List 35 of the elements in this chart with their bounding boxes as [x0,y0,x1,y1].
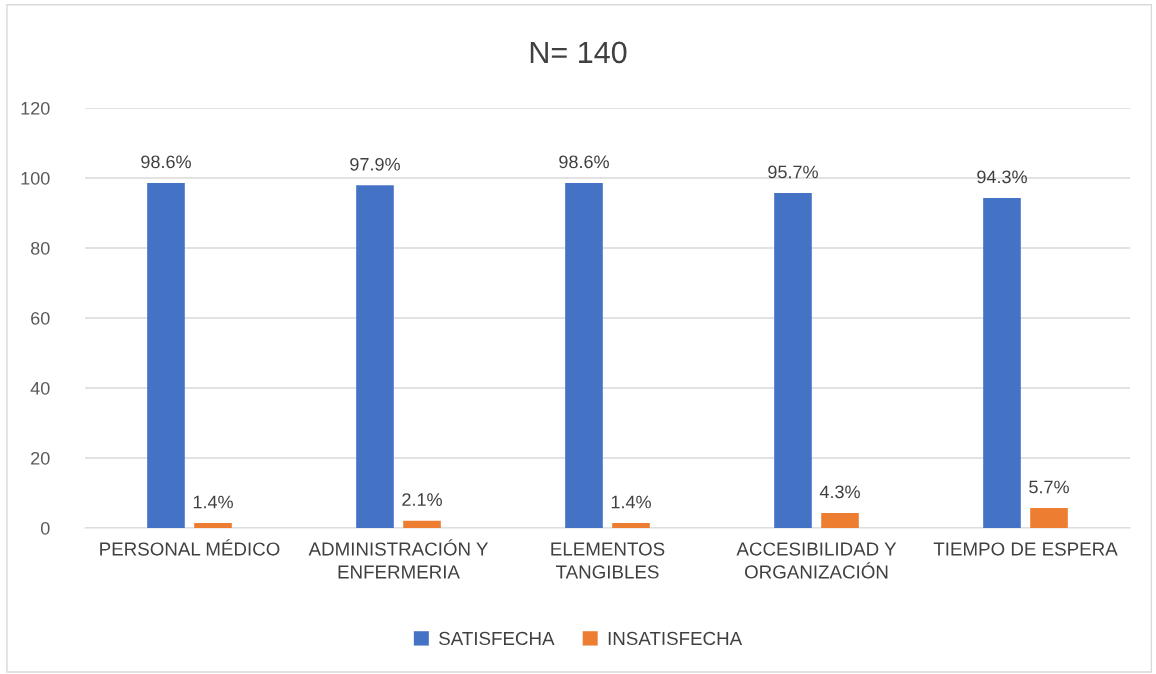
bar [356,185,394,528]
bar [983,197,1021,528]
y-tick-label: 100 [21,171,50,185]
bar [565,182,603,528]
x-tick-label: TIEMPO DE ESPERA [933,542,1118,556]
data-label: 5.7% [1029,480,1069,494]
data-label: 2.1% [402,493,442,506]
legend-label: SATISFECHA [439,631,555,646]
bar [612,523,650,528]
y-tick-label: 0 [40,521,50,535]
data-label: 4.3% [819,485,860,499]
data-label: 98.6% [141,155,191,169]
y-tick-label: 80 [30,241,50,255]
x-tick-label: ELEMENTOS TANGIBLES [551,542,665,579]
bar [147,182,185,528]
bar [1030,508,1068,528]
bar [821,512,859,528]
chart-title: N= 140 [530,41,627,64]
data-label: 95.7% [768,165,818,179]
bar [403,520,441,528]
data-label: 1.4% [611,495,651,509]
data-label: 94.3% [977,170,1027,184]
y-tick-label: 120 [21,101,50,115]
data-label: 1.4% [193,495,233,509]
data-label: 98.6% [559,155,609,169]
x-tick-label: ACCESIBILIDAD Y ORGANIZACIÓN [736,542,897,579]
x-tick-label: PERSONAL MÉDICO [100,539,280,556]
y-tick-label: 20 [31,451,50,465]
bar [194,523,232,528]
y-tick-label: 40 [30,381,50,395]
y-tick-label: 60 [31,311,50,325]
legend-label: INSATISFECHA [608,631,743,646]
bar [774,193,812,528]
x-tick-label: ADMINISTRACIÓN Y ENFERMERIA [308,539,489,579]
data-label: 97.9% [350,157,400,171]
